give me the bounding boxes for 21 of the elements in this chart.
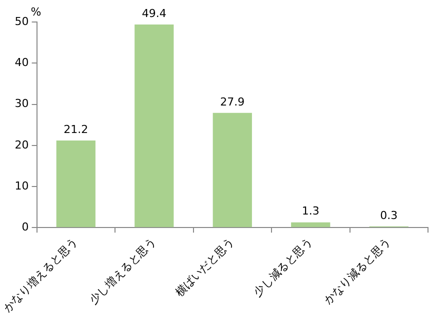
x-tick-label: かなり減ると思う [322,235,394,307]
x-tick-label: 少し減ると思う [251,235,315,299]
data-label: 1.3 [302,204,320,218]
y-tick-label: 20 [14,138,29,152]
y-tick-label: 0 [22,220,29,234]
data-label: 49.4 [142,6,166,20]
y-tick-label: 50 [14,14,29,28]
y-tick-label: 30 [14,97,29,110]
x-tick-label: かなり増えると思う [0,235,80,314]
y-tick-label: 40 [14,56,29,69]
bar [212,112,252,228]
data-label: 21.2 [64,122,88,136]
bar [56,140,96,228]
x-tick-label: 少し増えると思う [86,235,158,307]
x-tick-label: 横ばいだと思う [172,235,237,299]
bar [291,222,330,228]
y-axis-title: % [30,5,42,18]
y-tick-label: 10 [14,179,29,192]
bar [134,24,174,228]
data-label: 0.3 [380,208,398,222]
data-label: 27.9 [220,95,245,108]
